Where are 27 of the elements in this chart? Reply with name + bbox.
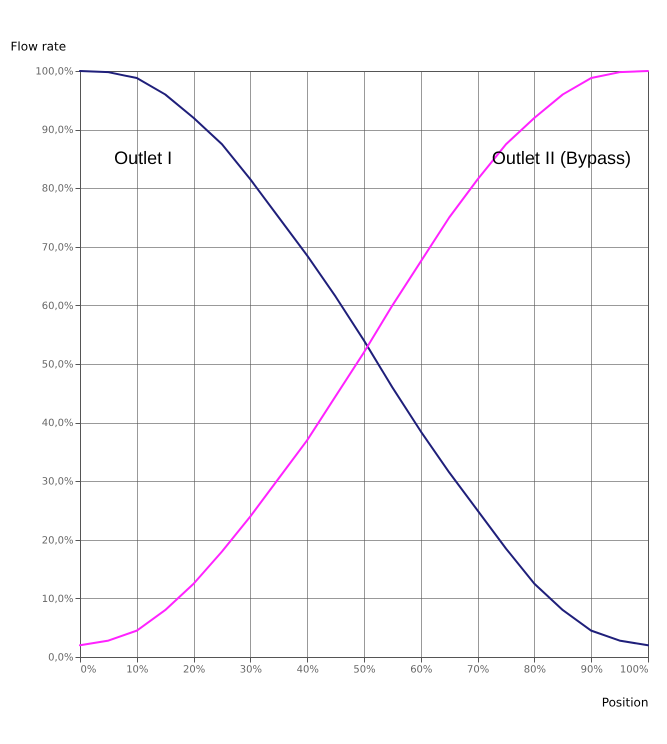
series-label: Outlet II (Bypass) <box>492 148 631 168</box>
y-tick-label: 20,0% <box>42 535 74 546</box>
y-tick-label: 30,0% <box>42 476 74 488</box>
text: Outlet I <box>114 148 172 168</box>
y-tick-label: 90,0% <box>42 125 74 136</box>
x-tick-label: 70% <box>466 664 490 676</box>
y-tick-label: 80,0% <box>42 184 74 195</box>
x-tick-label: 50% <box>353 664 376 676</box>
y-tick-label: 50,0% <box>42 360 74 370</box>
y-tick-label: 0,0% <box>48 652 74 664</box>
y-tick-label: 60,0% <box>42 300 74 312</box>
x-tick-label: 0% <box>80 664 96 676</box>
x-tick-label: 100% <box>620 664 648 676</box>
x-tick-label: 30% <box>240 664 262 676</box>
y-tick-label: 100,0% <box>35 66 74 78</box>
x-axis-title: Position <box>602 696 648 710</box>
y-tick-label: 70,0% <box>42 242 74 254</box>
x-tick-label: 10% <box>126 664 148 676</box>
y-axis-title: Flow rate <box>10 40 66 54</box>
x-tick-label: 40% <box>296 664 319 676</box>
x-tick-label: 20% <box>182 664 206 676</box>
y-tick-label: 10,0% <box>42 594 74 605</box>
line-series <box>79 70 649 646</box>
x-tick-label: 90% <box>580 664 603 676</box>
y-tick-label: 40,0% <box>42 418 74 430</box>
x-tick-label: 80% <box>524 664 546 676</box>
x-tick-label: 60% <box>410 664 432 676</box>
